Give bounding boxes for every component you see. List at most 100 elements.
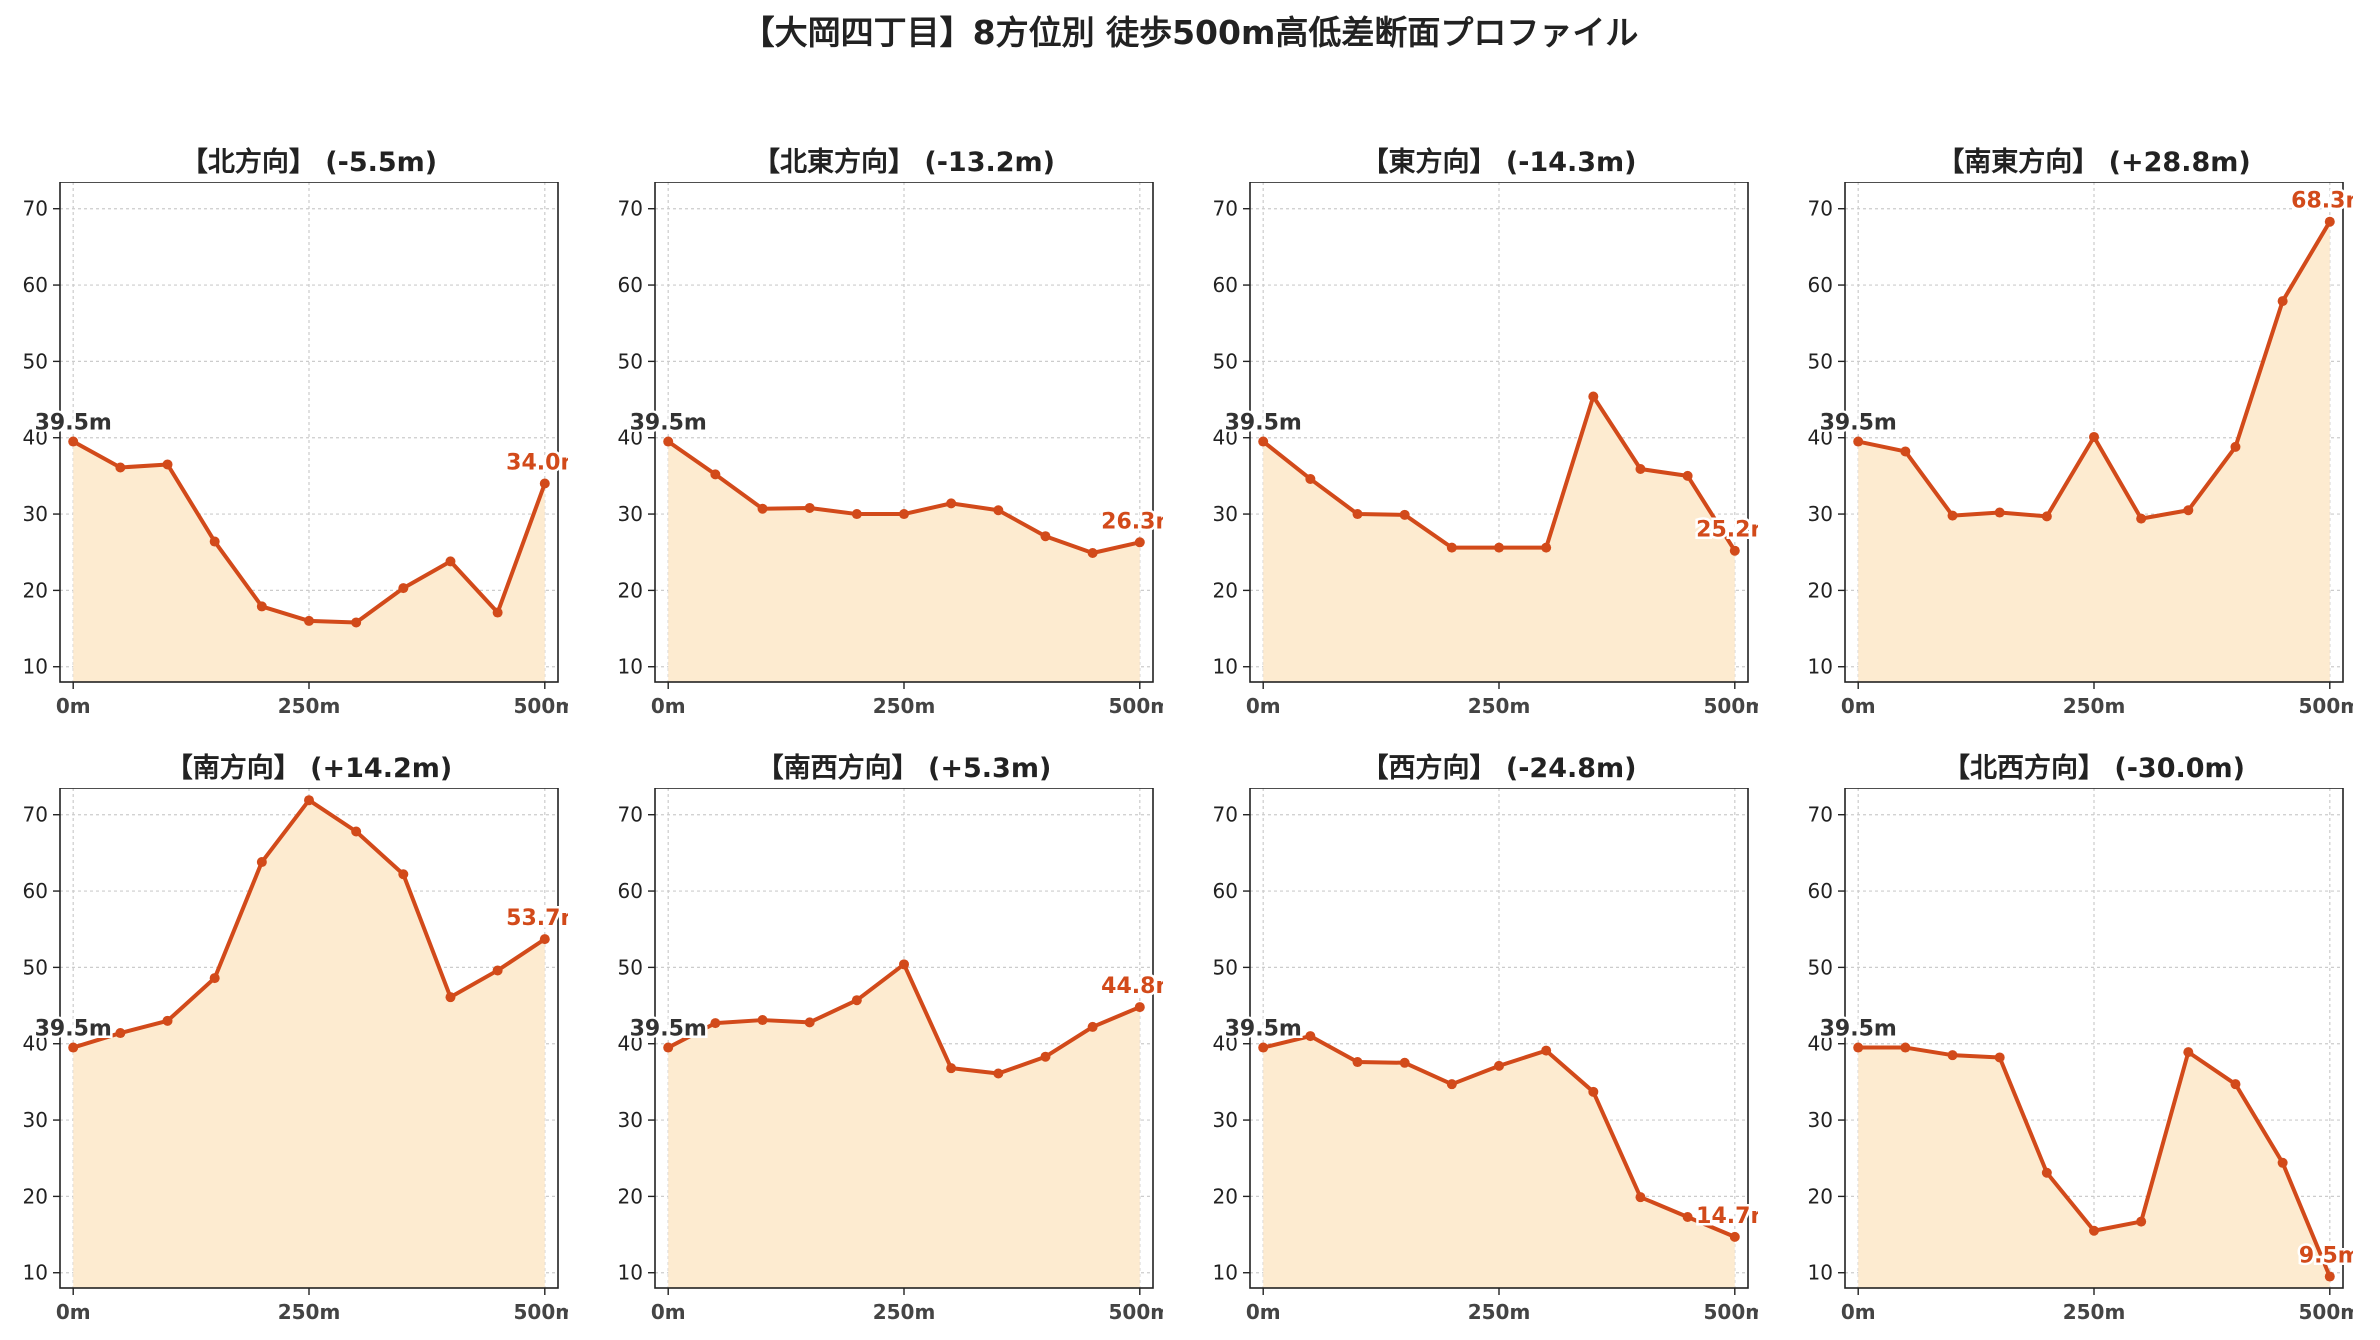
x-tick-label: 250m — [1468, 1300, 1531, 1324]
y-tick-label: 20 — [1808, 1184, 1833, 1208]
y-tick-label: 50 — [1808, 349, 1833, 373]
elevation-profile-chart: 10 20 30 40 50 60 70 0m 250m 500m 39.5m 53.7m — [23, 788, 568, 1324]
data-point — [710, 469, 721, 480]
start-elevation-label: 39.5m — [630, 1017, 707, 1042]
data-point — [1541, 1045, 1552, 1056]
data-point — [1853, 436, 1864, 447]
x-tick-label: 0m — [651, 1300, 686, 1324]
data-point — [1900, 1042, 1911, 1053]
data-point — [162, 459, 173, 470]
data-point — [445, 992, 456, 1003]
subplot-title: 【北東方向】 (-13.2m) — [752, 147, 1056, 178]
elevation-profile-chart: 10 20 30 40 50 60 70 0m 250m 500m 39.5m 9.5m — [1808, 788, 2353, 1324]
data-point — [757, 503, 768, 514]
subplot-panel: 【南東方向】 (+28.8m) 10 20 30 40 50 60 70 0m 250m 500m 3… — [1785, 132, 2353, 732]
data-point — [1588, 1086, 1599, 1097]
elevation-area-fill — [1263, 1036, 1735, 1288]
x-tick-label: 500m — [1703, 1300, 1758, 1324]
data-point — [2136, 513, 2147, 524]
y-tick-label: 40 — [1213, 1032, 1238, 1056]
y-tick-label: 10 — [618, 1261, 643, 1285]
data-point — [2277, 296, 2288, 307]
data-point — [1682, 1212, 1693, 1223]
data-point — [1258, 1042, 1269, 1053]
start-elevation-label: 39.5m — [35, 411, 112, 436]
data-point — [1682, 470, 1693, 481]
y-tick-label: 60 — [618, 273, 643, 297]
x-tick-label: 500m — [1108, 1300, 1163, 1324]
elevation-area-fill — [73, 800, 545, 1288]
data-point — [2136, 1216, 2147, 1227]
y-tick-label: 40 — [1808, 1032, 1833, 1056]
x-tick-label: 250m — [2063, 1300, 2126, 1324]
data-point — [115, 462, 126, 473]
y-tick-label: 60 — [1213, 879, 1238, 903]
x-tick-label: 250m — [873, 694, 936, 718]
data-point — [1087, 547, 1098, 558]
data-point — [398, 869, 409, 880]
data-point — [993, 1068, 1004, 1079]
elevation-profile-chart: 10 20 30 40 50 60 70 0m 250m 500m 39.5m 68.3m — [1808, 182, 2353, 718]
start-elevation-label: 39.5m — [1820, 1017, 1897, 1042]
data-point — [209, 536, 220, 547]
data-point — [1352, 509, 1363, 520]
subplot-title: 【北西方向】 (-30.0m) — [1942, 753, 2246, 784]
x-tick-label: 500m — [513, 694, 568, 718]
data-point — [851, 509, 862, 520]
x-tick-label: 500m — [2298, 1300, 2353, 1324]
y-tick-label: 20 — [618, 578, 643, 602]
data-point — [1853, 1042, 1864, 1053]
data-point — [1635, 464, 1646, 475]
y-tick-label: 20 — [1808, 578, 1833, 602]
start-elevation-label: 39.5m — [1820, 411, 1897, 436]
subplot-panel: 【北東方向】 (-13.2m) 10 20 30 40 50 60 70 0m 250m 500m 3… — [595, 132, 1163, 732]
data-point — [899, 509, 909, 520]
data-point — [1446, 1079, 1457, 1090]
start-elevation-label: 39.5m — [35, 1017, 112, 1042]
data-point — [68, 1042, 79, 1053]
data-point — [946, 1063, 957, 1074]
data-point — [804, 502, 815, 513]
elevation-area-fill — [1858, 221, 2330, 683]
subplot-title: 【南方向】 (+14.2m) — [165, 753, 453, 784]
data-point — [2183, 1047, 2194, 1058]
data-point — [256, 857, 267, 868]
data-point — [2324, 216, 2335, 227]
y-tick-label: 10 — [23, 1261, 48, 1285]
x-tick-label: 0m — [651, 694, 686, 718]
y-tick-label: 50 — [23, 349, 48, 373]
data-point — [1087, 1021, 1098, 1032]
y-tick-label: 30 — [1213, 1108, 1238, 1132]
data-point — [304, 795, 314, 806]
y-tick-label: 30 — [1808, 1108, 1833, 1132]
end-elevation-label: 26.3m — [1101, 509, 1163, 534]
data-point — [1040, 531, 1051, 542]
data-point — [757, 1015, 768, 1026]
y-tick-label: 70 — [23, 803, 48, 827]
data-point — [663, 1042, 674, 1053]
data-point — [1900, 446, 1911, 457]
data-point — [1040, 1051, 1051, 1062]
y-tick-label: 70 — [1808, 803, 1833, 827]
y-tick-label: 40 — [23, 426, 48, 450]
elevation-area-fill — [668, 964, 1140, 1288]
x-tick-label: 250m — [278, 1300, 341, 1324]
start-elevation-label: 39.5m — [630, 411, 707, 436]
end-elevation-label: 53.7m — [506, 906, 568, 931]
y-tick-label: 60 — [23, 273, 48, 297]
data-point — [1729, 545, 1740, 556]
y-tick-label: 50 — [618, 955, 643, 979]
elevation-profile-chart: 10 20 30 40 50 60 70 0m 250m 500m 39.5m 26.3m — [618, 182, 1163, 718]
x-tick-label: 500m — [1108, 694, 1163, 718]
data-point — [899, 959, 909, 970]
y-tick-label: 30 — [1808, 502, 1833, 526]
data-point — [851, 995, 862, 1006]
x-tick-label: 250m — [1468, 694, 1531, 718]
data-point — [539, 934, 550, 945]
data-point — [1947, 1050, 1958, 1061]
data-point — [1446, 542, 1457, 553]
data-point — [804, 1017, 815, 1028]
y-tick-label: 70 — [1213, 197, 1238, 221]
y-tick-label: 60 — [1808, 879, 1833, 903]
x-tick-label: 0m — [56, 1300, 91, 1324]
